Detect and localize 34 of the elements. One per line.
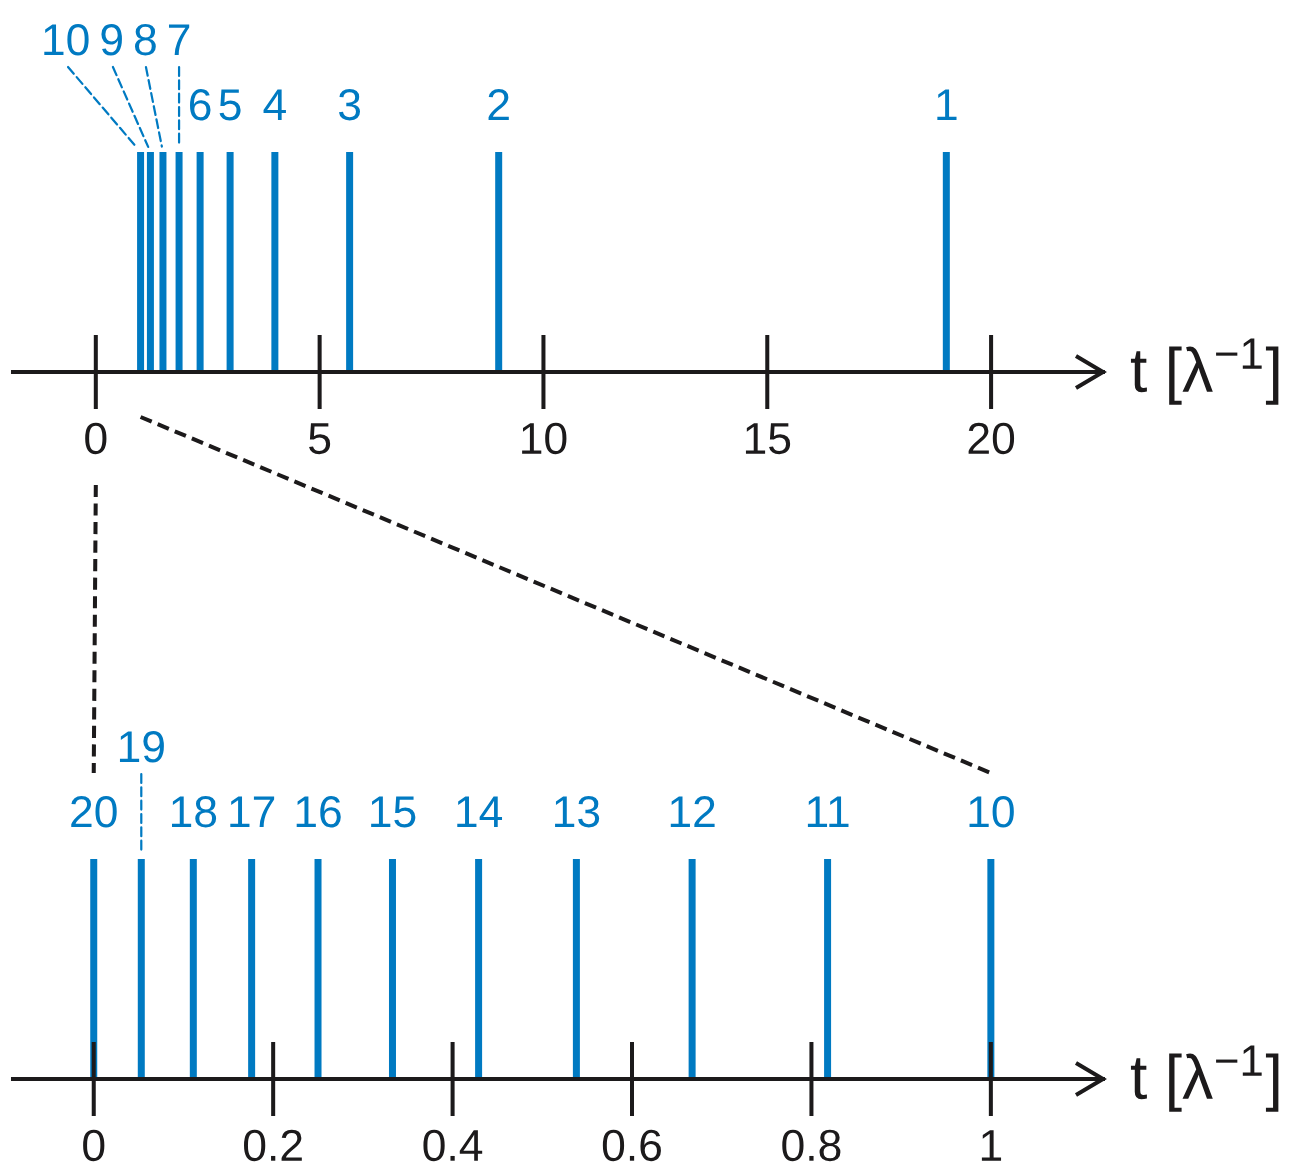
annotation: 12: [670, 795, 715, 827]
annotation: 15: [371, 796, 416, 828]
annotation: 3: [338, 88, 361, 121]
x-axis-title: t [λ$^{−1}$]: [1130, 338, 1279, 405]
x-tick-label: 0.4: [423, 1129, 483, 1162]
annotation: 14: [457, 796, 503, 827]
annotation: 8: [134, 23, 156, 56]
annotation: 4: [263, 89, 286, 120]
x-tick-label: 10: [522, 422, 567, 455]
x-tick-label: 0.2: [244, 1129, 302, 1162]
annotation: 2: [488, 88, 509, 120]
annotation: 6: [190, 88, 211, 121]
annotation: 20: [71, 795, 117, 828]
annotation: 13: [555, 795, 600, 828]
annotation: 19: [119, 730, 164, 763]
x-tick-label: 20: [968, 422, 1015, 455]
x-axis-title: t [λ$^{−1}$]: [1130, 1045, 1279, 1112]
x-tick-label: 0: [83, 1129, 105, 1162]
x-tick-label: 5: [309, 423, 331, 455]
x-tick-label: 0.8: [782, 1129, 841, 1162]
annotation: 10: [969, 795, 1014, 828]
annotation: 18: [171, 795, 217, 828]
x-tick-label: 0: [85, 422, 107, 455]
annotation: 16: [296, 795, 341, 828]
x-tick-label: 15: [745, 423, 791, 455]
x-tick-label: 0.6: [602, 1129, 661, 1162]
annotation: 11: [807, 796, 849, 827]
annotation: 5: [219, 89, 241, 121]
annotation: 1: [937, 89, 957, 120]
x-tick-label: 1: [981, 1130, 1002, 1161]
annotation: 17: [230, 796, 275, 827]
annotation: 9: [101, 23, 122, 56]
annotation: 10: [44, 23, 89, 56]
annotation: 7: [168, 24, 190, 55]
